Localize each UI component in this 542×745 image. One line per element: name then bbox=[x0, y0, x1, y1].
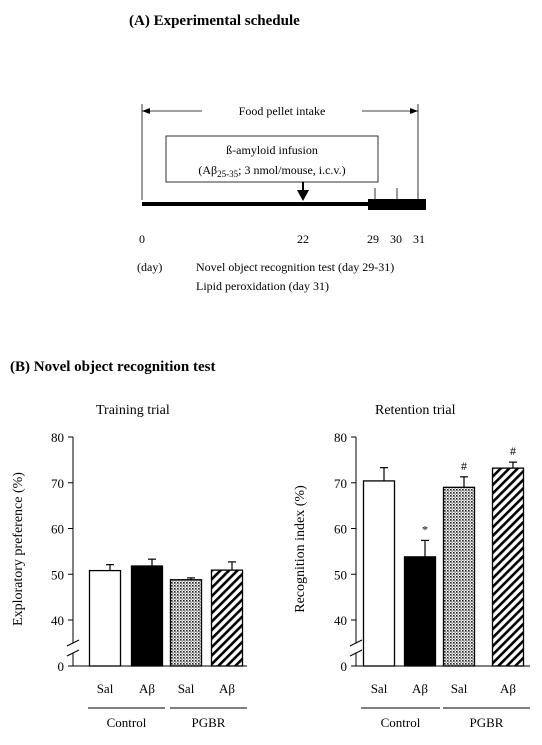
test-description: Novel object recognition test (day 29-31… bbox=[196, 260, 394, 274]
category-label: Sal bbox=[178, 681, 195, 696]
y-tick-label: 40 bbox=[334, 613, 347, 628]
y-tick-label: 50 bbox=[51, 567, 64, 582]
y-tick-label: 60 bbox=[51, 522, 64, 537]
day-label-31: 31 bbox=[413, 232, 425, 246]
bar bbox=[88, 569, 122, 667]
significance-marker: # bbox=[461, 459, 467, 473]
axis-break-mark-bottom bbox=[349, 649, 363, 657]
y-tick-label: 50 bbox=[334, 567, 347, 582]
group-label: PGBR bbox=[192, 715, 226, 730]
panel-a-schedule: (A) Experimental schedule Food pellet in… bbox=[129, 13, 426, 293]
test-period-bar bbox=[368, 199, 426, 210]
group-label: Control bbox=[381, 715, 421, 730]
y-tick-label: 60 bbox=[334, 522, 347, 537]
y-tick-label: 70 bbox=[334, 476, 347, 491]
axis-break-mark-top bbox=[66, 639, 80, 647]
category-label: Aβ bbox=[500, 681, 516, 696]
infusion-line2: (Aβ25-35; 3 nmol/mouse, i.c.v.) bbox=[198, 163, 345, 179]
y-tick-label: 0 bbox=[341, 659, 348, 674]
infusion-arrow-head bbox=[297, 190, 309, 201]
chart-title: Retention trial bbox=[375, 403, 456, 418]
bar bbox=[169, 579, 203, 667]
food-arrow-right-head bbox=[410, 108, 418, 114]
category-label: Aβ bbox=[219, 681, 235, 696]
day-label-0: 0 bbox=[139, 232, 145, 246]
day-label-22: 22 bbox=[297, 232, 309, 246]
training-trial-chart: Training trial Exploratory preference (%)… bbox=[11, 403, 247, 730]
day-label-29: 29 bbox=[367, 232, 379, 246]
infusion-post: ; 3 nmol/mouse, i.c.v.) bbox=[238, 163, 346, 177]
bar bbox=[210, 569, 244, 667]
bar bbox=[130, 565, 164, 667]
chart-title: Training trial bbox=[96, 403, 170, 418]
y-axis-label: Exploratory preference (%) bbox=[11, 472, 26, 626]
bar bbox=[491, 467, 525, 667]
food-arrow-left-head bbox=[142, 108, 150, 114]
y-axis-label: Recognition index (%) bbox=[293, 485, 308, 613]
infusion-pre: (Aβ bbox=[198, 163, 217, 177]
infusion-line1: ß-amyloid infusion bbox=[226, 143, 318, 157]
category-label: Sal bbox=[451, 681, 468, 696]
bar bbox=[362, 480, 396, 667]
day-label-30: 30 bbox=[390, 232, 402, 246]
infusion-box bbox=[165, 135, 379, 183]
significance-marker: # bbox=[510, 444, 516, 458]
y-tick-label: 40 bbox=[51, 613, 64, 628]
y-tick-label: 80 bbox=[51, 430, 64, 445]
group-label: PGBR bbox=[470, 715, 504, 730]
panel-b-header: (B) Novel object recognition test bbox=[10, 359, 216, 375]
category-label: Aβ bbox=[139, 681, 155, 696]
category-label: Sal bbox=[371, 681, 388, 696]
bar bbox=[442, 486, 476, 667]
day-unit-label: (day) bbox=[137, 260, 162, 274]
significance-marker: * bbox=[422, 522, 428, 536]
category-label: Aβ bbox=[412, 681, 428, 696]
food-label: Food pellet intake bbox=[239, 104, 326, 118]
lipid-description: Lipid peroxidation (day 31) bbox=[196, 279, 329, 293]
infusion-sub: 25-35 bbox=[217, 169, 238, 179]
category-label: Sal bbox=[97, 681, 114, 696]
retention-trial-chart: Retention trial Recognition index (%) 0 40 5… bbox=[293, 403, 530, 730]
y-tick-label: 70 bbox=[51, 476, 64, 491]
axis-break-mark-bottom bbox=[66, 649, 80, 657]
y-tick-label: 80 bbox=[334, 430, 347, 445]
y-tick-label: 0 bbox=[58, 659, 65, 674]
axis-break-mark-top bbox=[349, 639, 363, 647]
panel-a-header: (A) Experimental schedule bbox=[129, 13, 300, 29]
bar bbox=[403, 556, 437, 667]
group-label: Control bbox=[107, 715, 147, 730]
